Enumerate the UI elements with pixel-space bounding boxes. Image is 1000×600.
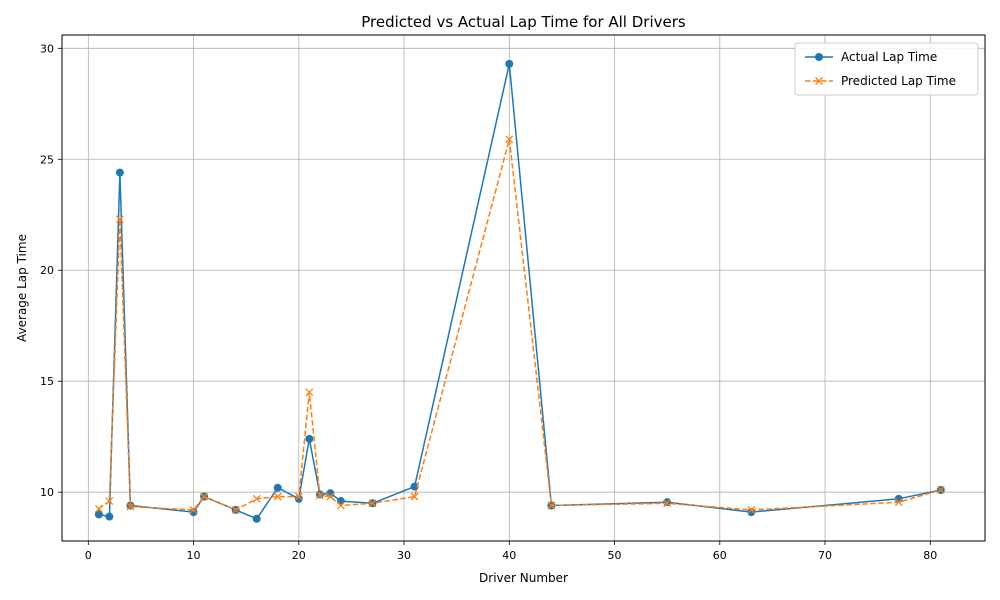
legend-marker <box>815 77 823 85</box>
actual-point <box>305 434 314 443</box>
x-tick-label: 50 <box>608 549 622 562</box>
y-tick-label: 25 <box>40 153 54 166</box>
marker-stroke <box>231 505 240 514</box>
marker-stroke <box>200 492 209 501</box>
axis-ticks: 0 10 20 30 40 50 60 70 80 10 15 20 25 30 <box>40 42 937 562</box>
actual-point <box>105 512 114 521</box>
marker-stroke <box>294 492 303 501</box>
predicted-point <box>410 492 419 501</box>
legend: Actual Lap Time Predicted Lap Time <box>794 42 979 96</box>
marker-stroke <box>315 491 324 500</box>
predicted-point <box>336 501 345 510</box>
predicted-point <box>368 499 377 508</box>
predicted-point <box>305 388 314 397</box>
marker-stroke <box>115 215 124 224</box>
predicted-point <box>105 497 114 506</box>
marker-stroke <box>326 492 335 501</box>
marker-stroke <box>126 502 135 511</box>
legend-marker <box>815 53 823 61</box>
predicted-point <box>936 485 945 494</box>
actual-point <box>252 514 261 523</box>
marker-stroke <box>410 492 419 501</box>
marker-stroke <box>94 504 103 513</box>
marker-stroke <box>305 388 314 397</box>
series-line-predicted <box>98 139 942 511</box>
marker-stroke <box>505 135 514 144</box>
marker-stroke <box>189 505 198 514</box>
x-tick-label: 20 <box>292 549 306 562</box>
x-axis-label: Driver Number <box>479 571 568 585</box>
predicted-point <box>94 504 103 513</box>
predicted-point <box>663 499 672 508</box>
predicted-point <box>326 492 335 501</box>
predicted-point <box>547 501 556 510</box>
marker-stroke <box>368 499 377 508</box>
marker-stroke <box>105 497 114 506</box>
x-tick-label: 80 <box>923 549 937 562</box>
predicted-point <box>747 505 756 514</box>
marker-stroke <box>336 501 345 510</box>
predicted-point <box>505 135 514 144</box>
y-tick-label: 10 <box>40 486 54 499</box>
predicted-point <box>231 505 240 514</box>
marker-stroke <box>252 494 261 503</box>
marker-stroke <box>936 485 945 494</box>
predicted-point <box>126 502 135 511</box>
y-axis-label: Average Lap Time <box>15 234 29 342</box>
x-tick-label: 30 <box>397 549 411 562</box>
predicted-point <box>294 492 303 501</box>
y-tick-label: 30 <box>40 42 54 55</box>
predicted-point <box>200 492 209 501</box>
plot-frame <box>61 34 986 542</box>
legend-box <box>794 42 979 96</box>
x-tick-label: 0 <box>85 549 92 562</box>
actual-point <box>94 510 103 519</box>
x-tick-label: 40 <box>502 549 516 562</box>
legend-label: Actual Lap Time <box>841 50 937 64</box>
predicted-point <box>115 215 124 224</box>
y-tick-label: 15 <box>40 375 54 388</box>
x-tick-label: 60 <box>713 549 727 562</box>
legend-label: Predicted Lap Time <box>841 74 956 88</box>
predicted-point <box>315 491 324 500</box>
y-tick-label: 20 <box>40 264 54 277</box>
marker-stroke <box>663 499 672 508</box>
actual-point <box>115 168 124 177</box>
actual-point <box>410 482 419 491</box>
marker-stroke <box>547 501 556 510</box>
actual-point <box>273 483 282 492</box>
actual-point <box>505 59 514 68</box>
chart-title: Predicted vs Actual Lap Time for All Dri… <box>361 13 686 31</box>
marker-stroke <box>894 498 903 507</box>
predicted-point <box>189 505 198 514</box>
predicted-point <box>894 498 903 507</box>
predicted-point <box>273 492 282 501</box>
grid <box>62 35 985 541</box>
actual-point <box>126 501 135 510</box>
marker-stroke <box>273 492 282 501</box>
actual-point <box>663 498 672 507</box>
series-layer <box>94 59 945 523</box>
predicted-point <box>252 494 261 503</box>
marker-stroke <box>747 505 756 514</box>
x-tick-label: 70 <box>818 549 832 562</box>
x-tick-label: 10 <box>187 549 201 562</box>
